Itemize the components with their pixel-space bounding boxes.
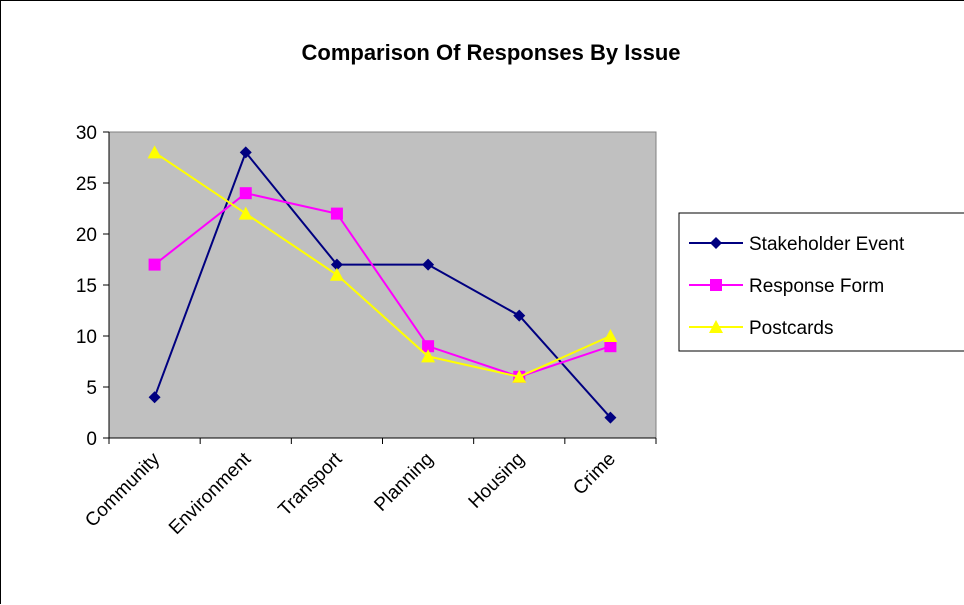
legend: Stakeholder Event Response Form Postcards — [678, 212, 964, 352]
y-tick-label: 5 — [86, 378, 97, 399]
data-point — [604, 340, 617, 353]
x-tick-label: Crime — [569, 449, 620, 500]
series-0 — [148, 146, 617, 424]
series-layer — [147, 145, 618, 424]
legend-entry: Response Form — [689, 276, 884, 297]
y-tick-label: 25 — [76, 174, 97, 195]
legend-marker — [710, 279, 722, 291]
legend-entry: Stakeholder Event — [689, 234, 905, 255]
x-tick-label: Planning — [370, 449, 437, 516]
legend-marker — [710, 237, 722, 249]
data-point — [330, 258, 343, 271]
legend-label: Response Form — [749, 276, 884, 297]
y-tick-label: 10 — [76, 327, 97, 348]
data-point — [421, 349, 436, 363]
data-point — [148, 258, 161, 271]
x-tick-label: Transport — [275, 448, 347, 520]
legend-entry: Postcards — [689, 318, 833, 339]
series-1 — [148, 187, 617, 383]
data-point — [422, 258, 435, 271]
series-line — [153, 150, 612, 419]
data-point — [239, 146, 252, 159]
series-line — [153, 192, 611, 378]
data-point — [603, 329, 618, 342]
data-point — [148, 391, 161, 404]
chart-title: Comparison Of Responses By Issue — [302, 40, 681, 65]
data-point — [512, 369, 527, 383]
legend-marker — [709, 320, 723, 333]
x-tick-label: Environment — [165, 448, 256, 539]
data-point — [330, 207, 343, 220]
legend-label: Stakeholder Event — [749, 234, 905, 255]
data-point — [513, 309, 526, 322]
data-point — [422, 340, 435, 353]
x-tick-label: Community — [81, 448, 164, 531]
data-point — [147, 145, 162, 159]
series-2 — [147, 145, 618, 383]
y-tick-label: 30 — [76, 123, 97, 144]
y-tick-label: 20 — [76, 225, 97, 246]
x-tick-label: Housing — [465, 449, 529, 513]
legend-label: Postcards — [749, 318, 833, 339]
data-point — [239, 187, 252, 200]
data-point — [238, 206, 253, 220]
data-point — [604, 411, 617, 424]
series-line — [154, 151, 611, 378]
y-tick-label: 15 — [76, 276, 97, 297]
data-point — [329, 267, 344, 281]
y-tick-label: 0 — [86, 429, 97, 450]
